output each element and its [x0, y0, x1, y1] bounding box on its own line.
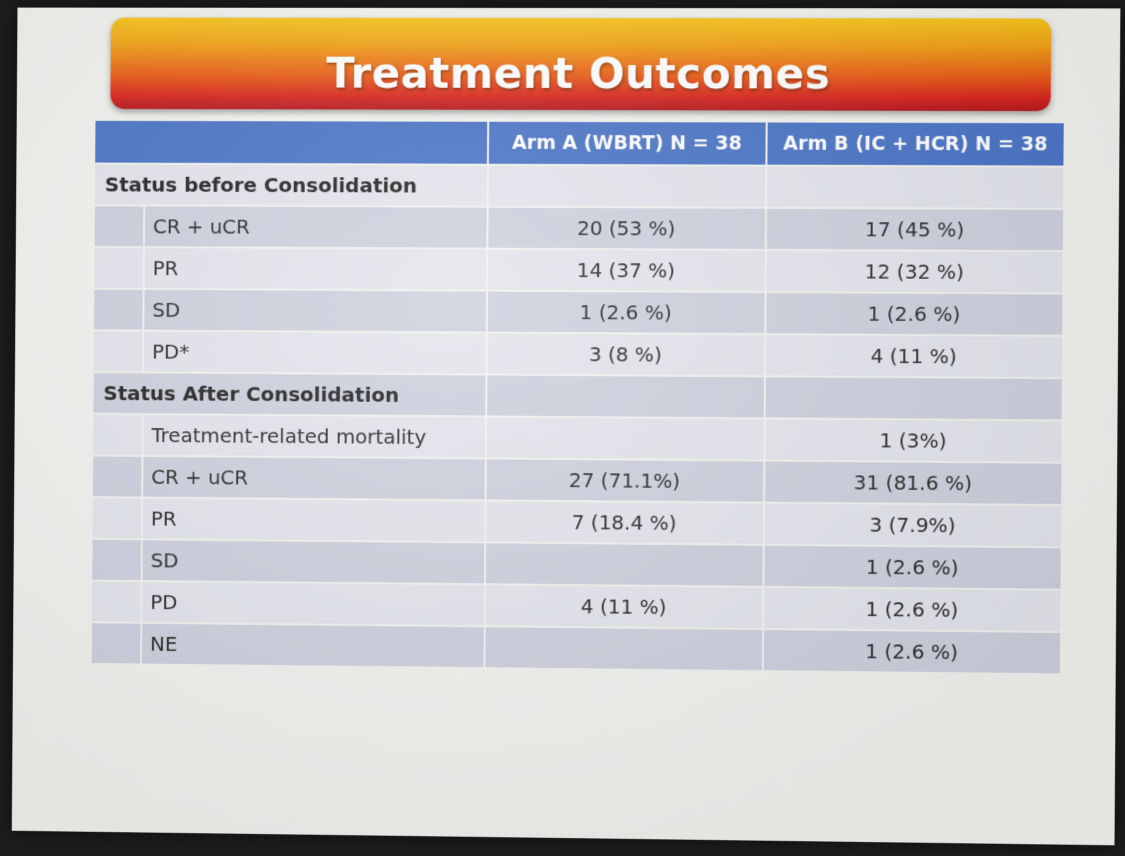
arm-b-value: 12 (32 %) [766, 251, 1062, 293]
table-row: Treatment-related mortality 1 (3%) [93, 415, 1061, 462]
header-arm-b: Arm B (IC + HCR) N = 38 [767, 123, 1063, 166]
arm-a-value [487, 417, 764, 459]
table-row: PR 14 (37 %) 12 (32 %) [94, 248, 1062, 293]
table-header-row: Arm A (WBRT) N = 38 Arm B (IC + HCR) N =… [95, 121, 1064, 166]
arm-a-value: 1 (2.6 %) [487, 292, 764, 334]
table-row: CR + uCR 20 (53 %) 17 (45 %) [95, 206, 1063, 250]
slide-title: Treatment Outcomes [326, 48, 831, 98]
arm-a-value: 14 (37 %) [488, 250, 765, 291]
arm-a-value: 27 (71.1%) [486, 459, 763, 501]
arm-a-value [486, 543, 763, 586]
arm-b-value: 1 (2.6 %) [764, 630, 1060, 673]
table-row: PR 7 (18.4 %) 3 (7.9%) [93, 498, 1061, 546]
row-label: Treatment-related mortality [144, 415, 485, 457]
section-label-after: Status After Consolidation [93, 373, 485, 415]
arm-a-value [485, 627, 762, 670]
row-label: PD* [144, 332, 485, 374]
arm-b-value: 1 (2.6 %) [766, 293, 1062, 335]
row-label: CR + uCR [143, 457, 484, 500]
row-label: CR + uCR [145, 206, 486, 247]
table-row: PD 4 (11 %) 1 (2.6 %) [92, 582, 1060, 631]
row-label: PR [143, 499, 484, 542]
row-label: PR [145, 248, 486, 289]
section-row: Status After Consolidation [93, 373, 1061, 419]
section-label-before: Status before Consolidation [95, 165, 487, 206]
header-arm-a: Arm A (WBRT) N = 38 [489, 122, 766, 165]
arm-b-value: 1 (2.6 %) [764, 546, 1060, 589]
projection-screen: Treatment Outcomes Arm A (WBRT) N = 38 A… [12, 8, 1121, 846]
arm-b-value: 3 (7.9%) [765, 504, 1061, 547]
arm-b-value: 17 (45 %) [767, 209, 1063, 250]
arm-a-value: 20 (53 %) [488, 208, 765, 249]
section-empty-cell [488, 166, 765, 207]
table-row: PD* 3 (8 %) 4 (11 %) [94, 331, 1062, 377]
section-row: Status before Consolidation [95, 165, 1064, 208]
header-blank [95, 121, 487, 164]
section-empty-cell [767, 167, 1063, 208]
arm-b-value: 31 (81.6 %) [765, 462, 1061, 505]
row-label: SD [144, 290, 485, 332]
arm-a-value: 4 (11 %) [485, 585, 762, 628]
row-label: PD [142, 582, 483, 625]
section-empty-cell [487, 376, 764, 418]
arm-a-value: 3 (8 %) [487, 334, 764, 376]
title-banner: Treatment Outcomes [110, 18, 1051, 112]
table-row: NE 1 (2.6 %) [92, 623, 1060, 673]
row-label: NE [142, 624, 483, 667]
arm-b-value: 1 (3%) [765, 419, 1061, 461]
arm-b-value: 4 (11 %) [766, 335, 1062, 377]
table-row: SD 1 (2.6 %) [92, 540, 1060, 589]
arm-b-value: 1 (2.6 %) [764, 588, 1060, 631]
table-row: SD 1 (2.6 %) 1 (2.6 %) [94, 290, 1062, 335]
section-empty-cell [765, 377, 1061, 419]
table-row: CR + uCR 27 (71.1%) 31 (81.6 %) [93, 456, 1061, 504]
outcomes-table: Arm A (WBRT) N = 38 Arm B (IC + HCR) N =… [90, 119, 1066, 676]
row-label: SD [143, 540, 484, 583]
arm-a-value: 7 (18.4 %) [486, 501, 763, 543]
